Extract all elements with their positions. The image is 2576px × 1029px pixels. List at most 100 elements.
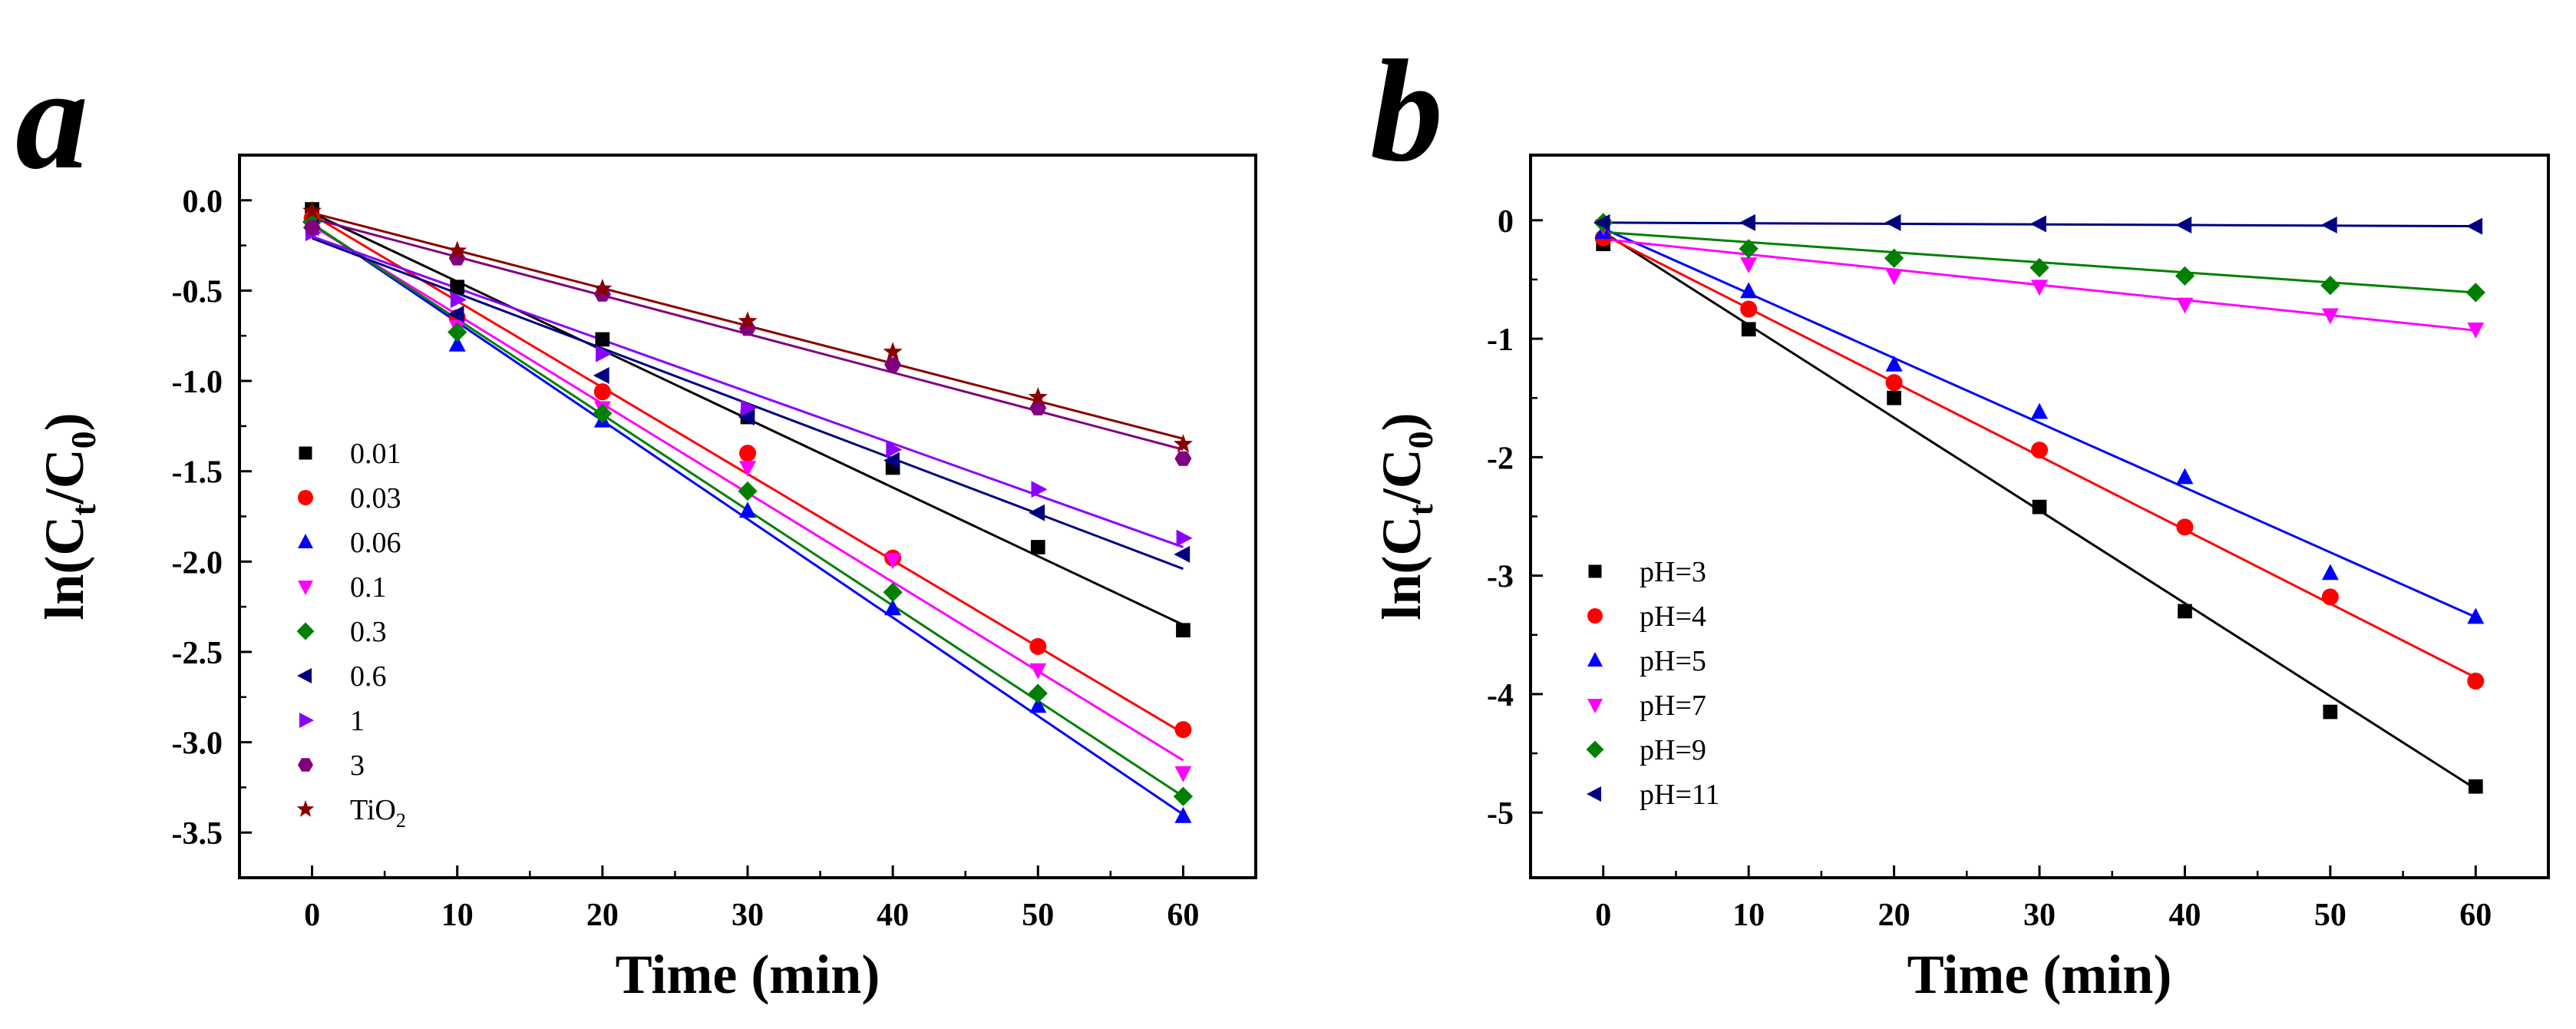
data-point bbox=[883, 342, 903, 361]
y-tick-label: -3.5 bbox=[172, 816, 223, 852]
y-tick-label: -2 bbox=[1487, 441, 1514, 476]
panel-b: b 0 10 20 30 40 50 60 0 -1 -2 -3 -4 -5 Time (min) ln(Ct… bbox=[1370, 31, 2550, 1005]
data-point bbox=[883, 452, 900, 469]
x-tick-label: 50 bbox=[1022, 898, 1054, 933]
data-point bbox=[1887, 390, 1901, 405]
x-tick-label: 20 bbox=[586, 898, 619, 933]
data-point bbox=[1739, 239, 1759, 259]
data-point bbox=[1174, 806, 1192, 823]
legend-marker bbox=[1587, 608, 1603, 624]
legend-item: pH=3 bbox=[1588, 556, 1706, 588]
y-tick-label: -2.5 bbox=[172, 636, 223, 671]
legend-label: pH=9 bbox=[1640, 734, 1706, 766]
panel-letter: b bbox=[1370, 31, 1443, 192]
y-tick-label: 0 bbox=[1498, 204, 1514, 240]
data-point bbox=[1884, 213, 1901, 231]
data-point bbox=[2178, 604, 2192, 619]
data-point bbox=[2029, 215, 2046, 233]
data-point bbox=[2468, 779, 2483, 794]
data-point bbox=[1885, 374, 1903, 392]
data-point bbox=[2176, 297, 2194, 314]
data-point bbox=[302, 200, 322, 220]
y-tick-label: -4 bbox=[1487, 678, 1514, 713]
data-point bbox=[593, 403, 613, 424]
data-point bbox=[2321, 588, 2339, 606]
legend-label: 0.3 bbox=[350, 616, 387, 648]
data-point bbox=[2323, 704, 2338, 720]
legend-marker bbox=[297, 668, 312, 683]
x-tick-label: 40 bbox=[2168, 898, 2201, 933]
data-point bbox=[2320, 217, 2337, 233]
data-point bbox=[1029, 663, 1047, 680]
x-tick-label: 30 bbox=[732, 898, 764, 933]
data-point bbox=[2321, 564, 2339, 581]
legend-item: TiO2 bbox=[296, 794, 406, 832]
y-tick-label: -2.0 bbox=[172, 545, 223, 581]
data-point bbox=[593, 367, 609, 384]
data-point bbox=[2032, 499, 2047, 514]
legend-label: 0.01 bbox=[350, 438, 401, 470]
data-point bbox=[448, 335, 466, 352]
legend-label: TiO2 bbox=[350, 794, 406, 832]
data-point bbox=[1029, 696, 1047, 713]
data-point bbox=[884, 553, 902, 570]
data-point bbox=[447, 240, 467, 260]
y-axis-title: ln(Ct/C0) bbox=[34, 412, 103, 620]
data-point bbox=[1593, 213, 1610, 231]
data-point bbox=[1740, 282, 1758, 299]
y-tick-label: 0.0 bbox=[183, 184, 223, 220]
legend-item: 0.6 bbox=[297, 660, 387, 693]
data-point bbox=[450, 291, 467, 309]
x-axis-title: Time (min) bbox=[616, 944, 880, 1005]
x-tick-label: 40 bbox=[877, 898, 909, 933]
data-point bbox=[2320, 276, 2340, 296]
legend-marker bbox=[299, 713, 314, 728]
x-axis-title: Time (min) bbox=[1907, 944, 2172, 1005]
data-point bbox=[1739, 213, 1755, 231]
data-point bbox=[1174, 545, 1191, 563]
panel-letter: a bbox=[15, 38, 88, 200]
data-point bbox=[1173, 434, 1193, 453]
data-point bbox=[596, 345, 612, 362]
y-tick-label: -1 bbox=[1487, 323, 1514, 358]
legend-label: 0.03 bbox=[350, 482, 401, 514]
legend-item: 0.01 bbox=[299, 438, 401, 470]
data-point bbox=[738, 409, 755, 426]
data-point bbox=[2465, 283, 2485, 303]
data-point bbox=[1174, 451, 1192, 466]
data-point bbox=[738, 311, 758, 330]
legend-label: pH=3 bbox=[1640, 556, 1706, 588]
data-point bbox=[1029, 400, 1047, 415]
legend-item: 0.3 bbox=[296, 616, 387, 648]
data-point bbox=[1176, 623, 1191, 638]
y-tick-label: -3.0 bbox=[172, 726, 223, 762]
legend-item: 0.03 bbox=[298, 482, 401, 514]
data-point bbox=[450, 280, 465, 295]
y-tick-label: -1.0 bbox=[172, 365, 223, 400]
data-point bbox=[884, 357, 902, 372]
legend-marker bbox=[1586, 740, 1604, 759]
legend-item: pH=9 bbox=[1586, 734, 1706, 766]
legend-item: pH=11 bbox=[1587, 779, 1719, 811]
legend-label: pH=7 bbox=[1640, 690, 1706, 722]
legend-label: 0.06 bbox=[350, 527, 401, 559]
data-point bbox=[2467, 323, 2485, 339]
legend-label: pH=5 bbox=[1640, 645, 1706, 677]
legend: 0.01 0.03 0.06 0.1 0.3 0.6 1 3 TiO2 bbox=[296, 438, 406, 832]
legend: pH=3 pH=4 pH=5 pH=7 pH=9 pH=11 bbox=[1586, 556, 1719, 811]
data-point bbox=[883, 582, 903, 602]
y-tick-label: -5 bbox=[1487, 796, 1514, 832]
legend-label: pH=4 bbox=[1640, 601, 1706, 633]
legend-item: 3 bbox=[298, 749, 365, 782]
y-tick-label: -0.5 bbox=[172, 274, 223, 309]
x-tick-label: 20 bbox=[1878, 898, 1911, 933]
data-point bbox=[741, 399, 758, 417]
legend-item: pH=7 bbox=[1587, 690, 1706, 722]
x-tick-label: 10 bbox=[441, 898, 474, 933]
data-point bbox=[447, 306, 464, 323]
data-point bbox=[2466, 217, 2483, 235]
data-point bbox=[2175, 217, 2192, 233]
data-point bbox=[739, 501, 756, 518]
data-point bbox=[303, 220, 321, 235]
data-point bbox=[1030, 540, 1045, 554]
